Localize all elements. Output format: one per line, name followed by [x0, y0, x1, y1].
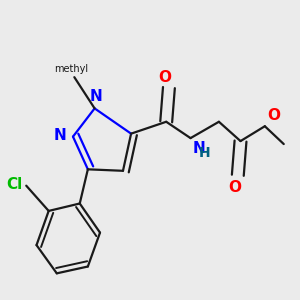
Text: H: H [199, 146, 211, 161]
Text: O: O [268, 108, 281, 123]
Text: N: N [90, 89, 102, 104]
Text: O: O [229, 180, 242, 195]
Text: N: N [53, 128, 66, 142]
Text: N: N [193, 141, 206, 156]
Text: Cl: Cl [6, 177, 22, 192]
Text: methyl: methyl [55, 64, 89, 74]
Text: O: O [158, 70, 171, 85]
